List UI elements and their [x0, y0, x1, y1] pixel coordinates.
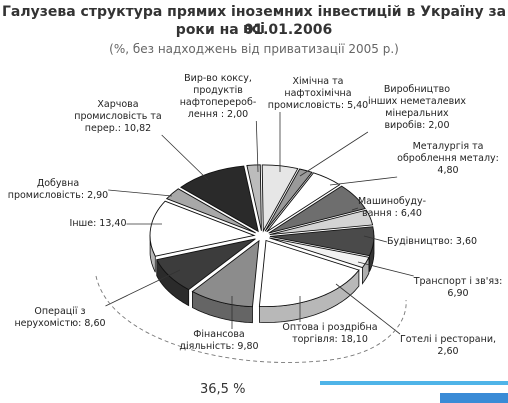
- slice-nerukhomist: [156, 238, 256, 291]
- slice-label-inshe: Інше: 13,40: [70, 218, 127, 230]
- slice-label-line: лення : 2,00: [187, 109, 249, 120]
- slice-label-line: 6,90: [447, 288, 469, 299]
- slice-label-line: інших неметалевих: [367, 96, 467, 107]
- slice-label-line: перер.: 10,82: [84, 123, 152, 134]
- decorative-blue-block: [440, 393, 508, 403]
- slice-label-line: продуктів: [193, 85, 243, 96]
- slice-mashynobud: [268, 185, 366, 234]
- slice-budivnytstvo: [269, 209, 374, 236]
- leader-line-metalurgiya: [329, 176, 398, 186]
- decorative-blue-bar: [320, 381, 508, 385]
- slice-label-line: Будівництво: 3,60: [386, 236, 478, 247]
- slice-label-line: Добувна: [36, 178, 80, 189]
- slice-label-line: промисловість: 5,40: [267, 100, 369, 111]
- slice-kharchova: [180, 165, 259, 233]
- chart-title-line-1: Галузева структура прямих іноземних інве…: [1, 4, 507, 37]
- leader-line-nemetaleva: [299, 131, 369, 177]
- leader-line-vyr-koksu: [255, 120, 259, 173]
- chart-title-line-2: роки на 01.01.2006: [175, 22, 333, 38]
- slice-label-line: діяльність: 9,80: [179, 341, 259, 352]
- slice-goteli: [269, 237, 370, 269]
- slice-label-budivnytstvo: Будівництво: 3,60: [387, 236, 477, 248]
- leader-line-nerukhomist: [105, 269, 181, 307]
- slice-label-line: вання : 6,40: [362, 208, 422, 219]
- slice-label-line: Оптова і роздрібна: [282, 322, 378, 333]
- slice-label-line: Фінансова: [193, 329, 245, 340]
- slice-label-khimichna: Хімічна та нафтохімічна промисловість: 5,4…: [268, 76, 368, 112]
- slice-torgivlya: [258, 239, 360, 307]
- slice-label-kharchova: Харчова промисловість та перер.: 10,82: [74, 99, 161, 135]
- slice-metalurgiya: [266, 172, 341, 233]
- slice-label-line: виробів: 2,00: [384, 120, 450, 131]
- slice-label-line: Харчова: [97, 99, 139, 110]
- slice-label-line: Металургія та: [412, 141, 484, 152]
- slice-label-nerukhomist: Операції з нерухомістю: 8,60: [14, 306, 105, 330]
- slice-label-line: Транспорт і зв'яз:: [413, 276, 503, 287]
- slice-label-line: Машинобуду-: [357, 196, 426, 207]
- slice-label-line: Вир-во коксу,: [184, 73, 252, 84]
- slice-label-line: Виробництво: [383, 84, 451, 95]
- leader-line-goteli: [335, 283, 401, 335]
- slice-inshe: [149, 200, 256, 257]
- chart-subtitle: (%, без надходжень від приватизації 2005…: [109, 42, 399, 56]
- slice-label-line: 4,80: [437, 165, 459, 176]
- slice-label-line: Інше: 13,40: [69, 218, 127, 229]
- slice-label-line: торгівля: 18,10: [292, 334, 368, 345]
- slice-vyr-koksu: [246, 164, 262, 231]
- slice-label-line: Операції з: [34, 306, 86, 317]
- slice-label-line: нафтохімічна: [284, 88, 352, 99]
- slice-nemetaleva: [264, 168, 313, 232]
- leader-line-kharchova: [161, 134, 209, 181]
- leader-line-dobuvna: [108, 189, 173, 197]
- slice-label-mashynobud: Машинобуду-вання : 6,40: [358, 196, 426, 220]
- slice-label-line: 2,60: [437, 346, 459, 357]
- slice-label-line: промисловість та: [74, 111, 162, 122]
- slice-label-line: нерухомістю: 8,60: [14, 318, 106, 329]
- group-outline: [95, 275, 407, 363]
- slice-label-line: нафтоперероб-: [179, 97, 257, 108]
- slice-label-torgivlya: Оптова і роздрібна торгівля: 18,10: [282, 322, 377, 346]
- total-percent-label: 36,5 %: [200, 382, 246, 397]
- slice-label-line: мінеральних: [385, 108, 449, 119]
- slice-dobuvna: [165, 188, 256, 234]
- slice-label-finansova: Фінансова діяльність: 9,80: [179, 329, 258, 353]
- slice-label-line: промисловість: 2,90: [7, 190, 109, 201]
- leader-line-mashynobud: [351, 207, 359, 211]
- slice-label-dobuvna: Добувна промисловість: 2,90: [8, 178, 108, 202]
- slice-label-line: Хімічна та: [292, 76, 344, 87]
- slice-label-line: Готелі і ресторани,: [399, 334, 497, 345]
- slice-label-goteli: Готелі і ресторани, 2,60: [400, 334, 496, 358]
- slice-label-line: оброблення металу:: [397, 153, 499, 164]
- slice-label-metalurgiya: Металургія та оброблення металу: 4,80: [397, 141, 499, 177]
- leader-line-budivnytstvo: [363, 235, 388, 243]
- slice-finansova: [191, 239, 260, 308]
- slice-label-nemetaleva: Виробництво інших неметалевих мінеральних в…: [368, 84, 466, 132]
- leader-line-transport: [357, 261, 414, 277]
- slice-label-vyr-koksu: Вир-во коксу, продуктів нафтоперероб-лення…: [180, 73, 257, 121]
- slice-label-transport: Транспорт і зв'яз: 6,90: [414, 276, 503, 300]
- slice-transport: [269, 226, 375, 257]
